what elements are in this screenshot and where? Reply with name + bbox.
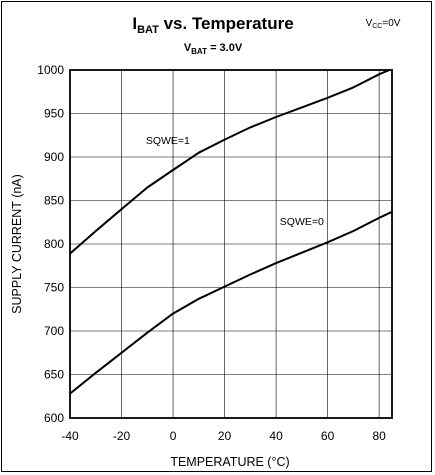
series-line-1 (69, 69, 390, 255)
x-axis-label: TEMPERATURE (°C) (170, 455, 289, 469)
series-label-2: SQWE=0 (280, 216, 324, 228)
y-tick-label: 750 (44, 281, 64, 295)
y-tick-label: 650 (44, 368, 64, 382)
x-tick-label: 40 (269, 429, 283, 443)
y-tick-label: 700 (44, 324, 64, 338)
series-label-1: SQWE=1 (146, 135, 190, 147)
plot-border (69, 69, 393, 419)
y-tick-label: 1000 (37, 63, 64, 77)
chart-condition: VCC=0V (366, 18, 401, 30)
x-tick-label: 20 (218, 429, 232, 443)
y-tick-label: 800 (44, 237, 64, 251)
x-tick-labels: -40 -20 0 20 40 60 80 (61, 429, 386, 443)
series-labels: SQWE=1 SQWE=0 (146, 135, 324, 228)
x-tick-label: 60 (321, 429, 335, 443)
y-axis-label: SUPPLY CURRENT (nA) (10, 174, 24, 314)
chart-subtitle: VBAT = 3.0V (184, 42, 243, 56)
y-tick-labels: 600 650 700 750 800 850 900 950 1000 (37, 63, 64, 425)
y-tick-label: 600 (44, 411, 64, 425)
y-tick-label: 850 (44, 194, 64, 208)
series-line-2 (69, 210, 393, 395)
x-tick-label: 0 (170, 429, 177, 443)
y-tick-label: 900 (44, 150, 64, 164)
x-tick-label: -40 (61, 429, 79, 443)
grid-lines (69, 69, 392, 419)
chart-title: IBAT vs. Temperature (132, 14, 293, 36)
y-tick-label: 950 (44, 107, 64, 121)
x-tick-label: -20 (113, 429, 131, 443)
series-lines (69, 69, 393, 395)
x-tick-label: 80 (372, 429, 386, 443)
